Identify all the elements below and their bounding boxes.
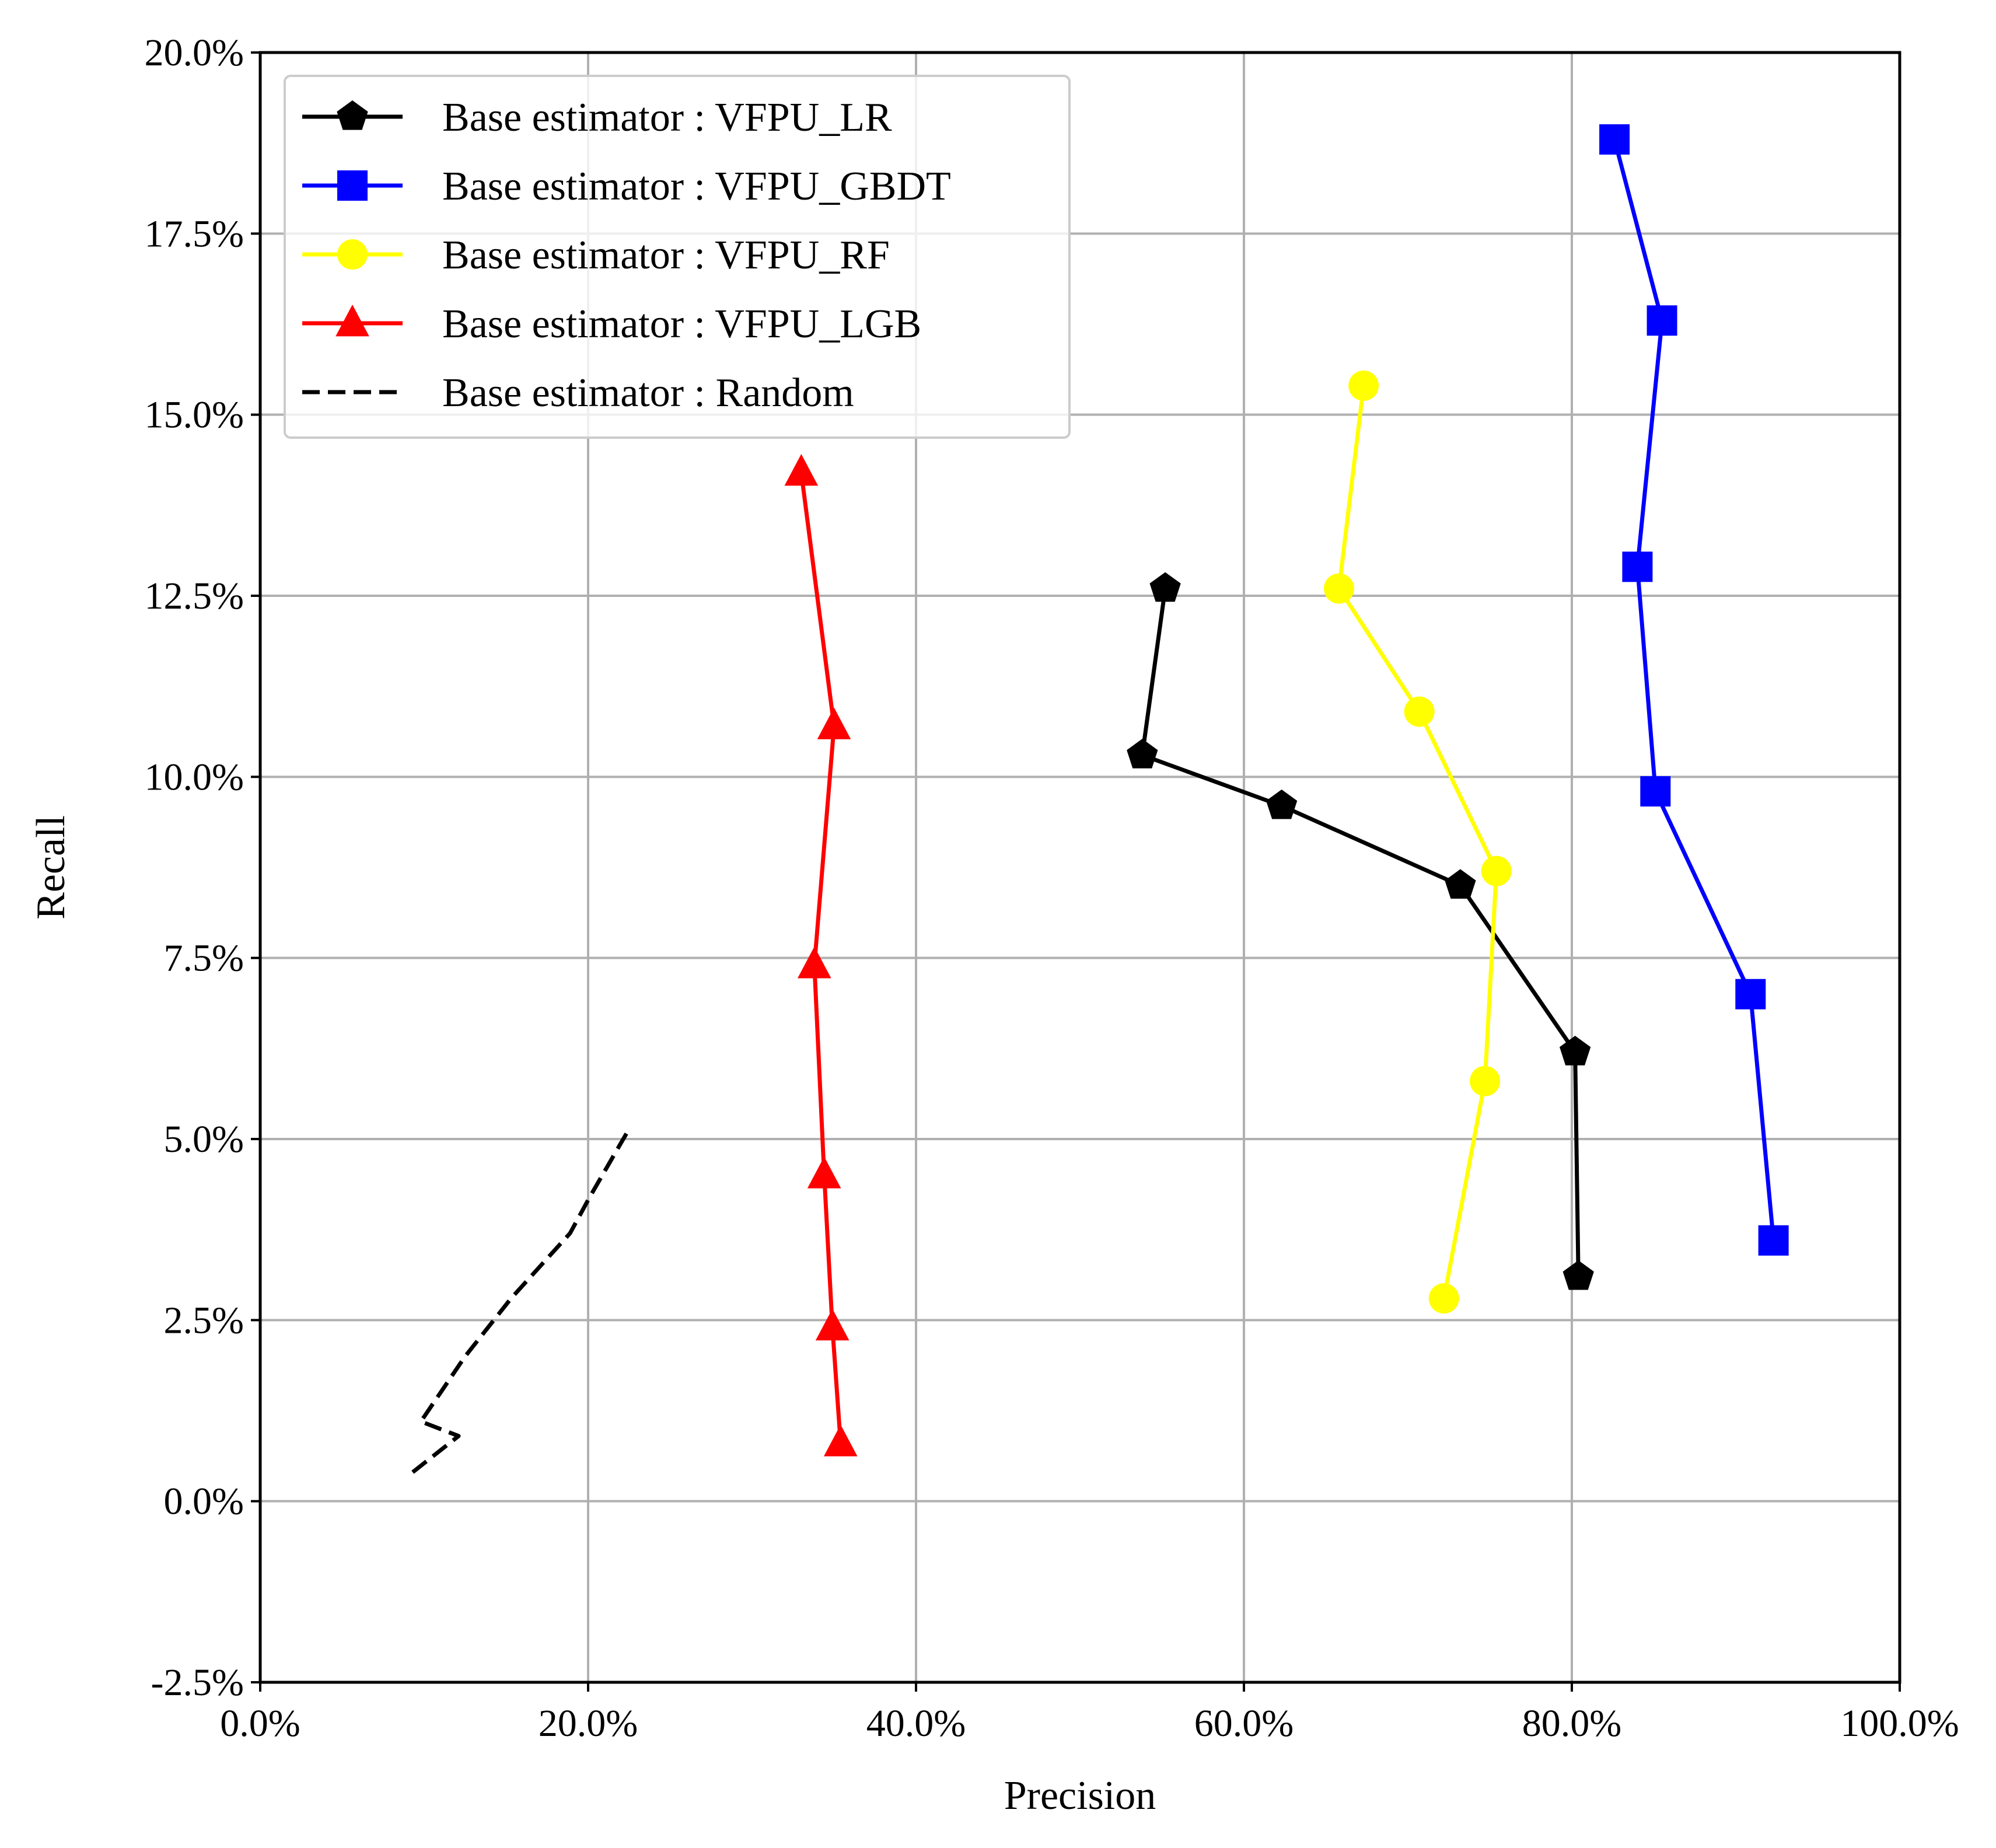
x-tick-label: 60.0% [1194,1702,1294,1745]
data-point [1599,124,1630,155]
x-tick-label: 100.0% [1840,1702,1959,1745]
y-tick-label: 15.0% [145,394,244,436]
series-2 [1323,371,1512,1314]
data-point [1404,696,1435,727]
series-line [1337,385,1499,1299]
legend-label: Base estimator : VFPU_LGB [442,302,921,347]
data-point [1647,305,1677,336]
legend-item: Base estimator : Random [302,371,854,415]
series-line [799,472,843,1444]
data-point [1559,1036,1591,1066]
series-line [411,1130,630,1474]
x-tick-label: 20.0% [539,1702,638,1745]
y-tick-label: 5.0% [164,1118,244,1161]
series-line [1612,139,1776,1241]
data-point [807,1157,841,1189]
x-tick-label: 40.0% [866,1702,966,1745]
data-point [1348,371,1379,401]
legend-label: Base estimator : VFPU_RF [442,233,890,278]
data-point [797,946,831,979]
series-3 [784,453,858,1456]
series-layer [411,124,1789,1474]
data-point [1622,551,1653,582]
legend-marker [337,100,368,130]
legend-item: Base estimator : VFPU_LGB [302,302,921,347]
y-tick-label: 2.5% [164,1299,244,1342]
data-point [1428,1283,1459,1314]
legend-item: Base estimator : VFPU_GBDT [302,164,951,209]
legend-label: Base estimator : VFPU_LR [442,95,892,140]
data-point [1735,979,1766,1009]
data-point [1323,573,1354,604]
series-0 [1127,572,1594,1290]
data-point [1127,739,1158,768]
data-point [1266,789,1298,819]
data-point [1640,776,1671,807]
legend-marker [337,170,368,201]
y-tick-label: 12.5% [145,575,244,617]
y-tick-label: 10.0% [145,756,244,798]
x-tick-label: 80.0% [1522,1702,1621,1745]
legend-label: Base estimator : VFPU_GBDT [442,164,951,209]
data-point [817,707,851,739]
series-4 [411,1130,630,1474]
y-tick-label: -2.5% [151,1661,244,1704]
data-point [823,1424,858,1456]
legend-item: Base estimator : VFPU_LR [302,95,892,140]
legend-box [284,75,1071,439]
data-point [1149,572,1181,602]
data-point [1470,1066,1501,1096]
y-axis-label: Recall [29,815,74,920]
y-tick-label: 17.5% [145,212,244,255]
data-point [815,1308,850,1341]
y-tick-label: 0.0% [164,1480,244,1523]
series-1 [1599,124,1789,1256]
plot-frame [258,51,1901,1684]
axis-ticks: 0.0% 20.0% 40.0% 60.0% 80.0% 100.0%-2.5%0.0%2… [145,32,1959,1745]
data-point [1758,1225,1789,1256]
y-tick-label: 20.0% [145,32,244,74]
legend-label: Base estimator : Random [442,371,854,415]
legend-item: Base estimator : VFPU_RF [302,233,890,278]
data-point [784,453,819,486]
series-line [1140,588,1581,1277]
legend-marker [335,305,369,337]
legend: Base estimator : VFPU_LR Base estimator :… [284,75,1071,439]
x-tick-label: 0.0% [220,1702,300,1745]
data-point [1445,869,1476,899]
data-point [1481,855,1512,886]
y-tick-label: 7.5% [164,937,244,980]
x-axis-label: Precision [1004,1773,1156,1818]
legend-marker [337,239,368,270]
data-point [1562,1260,1594,1290]
